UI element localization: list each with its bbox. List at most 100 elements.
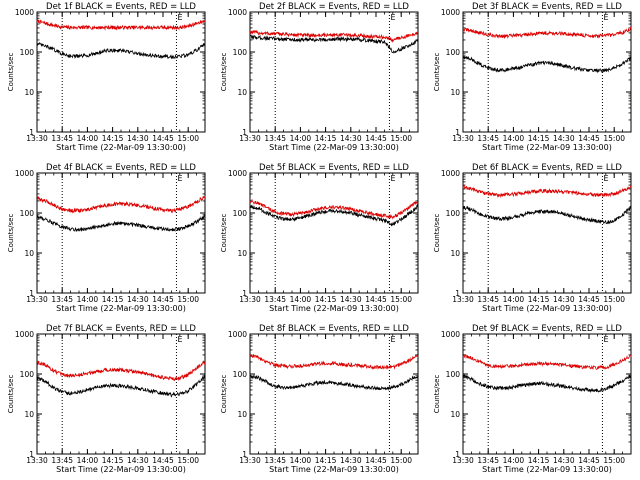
chart-panel-6: Det 6f BLACK = Events, RED = LLD 1 10 100 10… [433, 163, 632, 313]
x-tick-label: 13:30 [26, 134, 48, 143]
y-tick-label: 100 [446, 209, 461, 218]
x-tick-label: 14:00 [77, 295, 99, 304]
x-tick-label: 14:15 [315, 295, 337, 304]
lld-series-line [36, 195, 206, 214]
y-tick-label: 100 [233, 48, 248, 57]
y-axis-label: Counts/sec [220, 375, 228, 414]
y-axis-label: Counts/sec [433, 53, 441, 92]
chart-panel-9: Det 9f BLACK = Events, RED = LLD 1 10 100 10… [433, 324, 632, 474]
x-tick-label: 14:30 [127, 295, 149, 304]
x-tick-label: 14:30 [553, 295, 575, 304]
x-axis-label: Start Time (22-Mar-09 13:30:00) [269, 465, 399, 474]
x-tick-label: 13:30 [239, 456, 261, 465]
x-tick-label: 13:30 [452, 295, 474, 304]
chart-title: Det 7f BLACK = Events, RED = LLD [46, 324, 196, 334]
x-tick-label: 13:45 [51, 456, 73, 465]
chart-title: Det 3f BLACK = Events, RED = LLD [472, 2, 622, 12]
y-axis-label: Counts/sec [220, 53, 228, 92]
lld-series-line [36, 19, 206, 31]
x-tick-label: 13:30 [26, 295, 48, 304]
x-tick-label: 14:45 [152, 134, 174, 143]
x-tick-label: 15:00 [390, 134, 412, 143]
x-tick-label: 15:00 [177, 134, 199, 143]
events-series-line [249, 374, 419, 391]
x-tick-label: 14:45 [578, 456, 600, 465]
lld-series-line [462, 184, 632, 199]
x-tick-label: 14:30 [340, 295, 362, 304]
x-tick-label: 14:15 [102, 295, 124, 304]
y-tick-label: 10 [450, 249, 460, 258]
x-axis-label: Start Time (22-Mar-09 13:30:00) [482, 143, 612, 152]
y-tick-label: 1000 [441, 169, 460, 178]
chart-title: Det 2f BLACK = Events, RED = LLD [259, 2, 409, 12]
event-marker-label: E [390, 174, 395, 183]
y-axis-label: Counts/sec [220, 214, 228, 253]
events-series-line [249, 34, 419, 54]
y-axis-label: Counts/sec [7, 53, 15, 92]
y-tick-label: 1 [29, 128, 34, 137]
x-tick-label: 14:30 [340, 134, 362, 143]
x-tick-label: 13:45 [264, 456, 286, 465]
y-axis-label: Counts/sec [7, 214, 15, 253]
x-tick-label: 14:30 [127, 134, 149, 143]
x-axis-label: Start Time (22-Mar-09 13:30:00) [269, 304, 399, 313]
x-tick-label: 13:45 [264, 134, 286, 143]
x-tick-label: 14:15 [528, 295, 550, 304]
x-tick-label: 14:30 [553, 456, 575, 465]
chart-panel-5: Det 5f BLACK = Events, RED = LLD 1 10 100 10… [220, 163, 419, 313]
x-tick-label: 14:15 [315, 456, 337, 465]
y-tick-label: 100 [446, 48, 461, 57]
y-tick-label: 10 [450, 410, 460, 419]
x-tick-label: 14:45 [152, 295, 174, 304]
event-marker-label: E [390, 335, 395, 344]
y-tick-label: 1 [242, 128, 247, 137]
x-tick-label: 14:30 [340, 456, 362, 465]
x-axis-label: Start Time (22-Mar-09 13:30:00) [482, 304, 612, 313]
y-tick-label: 1 [242, 289, 247, 298]
x-tick-label: 14:00 [290, 295, 312, 304]
y-tick-label: 1 [455, 289, 460, 298]
chart-panel-4: Det 4f BLACK = Events, RED = LLD 1 10 100 10… [7, 163, 206, 313]
chart-panel-2: Det 2f BLACK = Events, RED = LLD 1 10 100 10… [220, 2, 419, 152]
x-tick-label: 13:45 [477, 295, 499, 304]
x-tick-label: 14:00 [503, 295, 525, 304]
chart-title: Det 8f BLACK = Events, RED = LLD [259, 324, 409, 334]
x-axis-label: Start Time (22-Mar-09 13:30:00) [482, 465, 612, 474]
y-tick-label: 1000 [441, 8, 460, 17]
y-tick-label: 1 [29, 289, 34, 298]
x-tick-label: 14:15 [102, 134, 124, 143]
y-tick-label: 1 [455, 128, 460, 137]
x-tick-label: 14:45 [578, 134, 600, 143]
y-tick-label: 100 [446, 370, 461, 379]
x-tick-label: 15:00 [603, 456, 625, 465]
chart-panel-7: Det 7f BLACK = Events, RED = LLD 1 10 100 10… [7, 324, 206, 474]
x-tick-label: 14:45 [365, 295, 387, 304]
y-tick-label: 10 [237, 410, 247, 419]
lld-series-line [36, 360, 206, 382]
events-series-line [462, 55, 632, 74]
events-series-line [249, 203, 419, 227]
y-tick-label: 1 [455, 450, 460, 459]
y-tick-label: 10 [237, 249, 247, 258]
events-series-line [36, 214, 206, 233]
y-tick-label: 1000 [228, 330, 247, 339]
chart-panel-8: Det 8f BLACK = Events, RED = LLD 1 10 100 10… [220, 324, 419, 474]
x-tick-label: 14:00 [77, 456, 99, 465]
events-series-line [36, 42, 206, 60]
y-tick-label: 1 [29, 450, 34, 459]
chart-title: Det 6f BLACK = Events, RED = LLD [472, 163, 622, 173]
x-tick-label: 14:00 [503, 456, 525, 465]
event-marker-label: E [390, 13, 395, 22]
event-marker-label: E [603, 335, 608, 344]
x-tick-label: 13:45 [477, 134, 499, 143]
x-tick-label: 14:30 [553, 134, 575, 143]
y-tick-label: 10 [237, 88, 247, 97]
y-tick-label: 100 [233, 370, 248, 379]
x-tick-label: 15:00 [603, 295, 625, 304]
chart-title: Det 9f BLACK = Events, RED = LLD [472, 324, 622, 334]
y-tick-label: 1 [242, 450, 247, 459]
x-tick-label: 14:15 [102, 456, 124, 465]
y-tick-label: 1000 [228, 169, 247, 178]
chart-panel-3: Det 3f BLACK = Events, RED = LLD 1 10 100 10… [433, 2, 632, 152]
